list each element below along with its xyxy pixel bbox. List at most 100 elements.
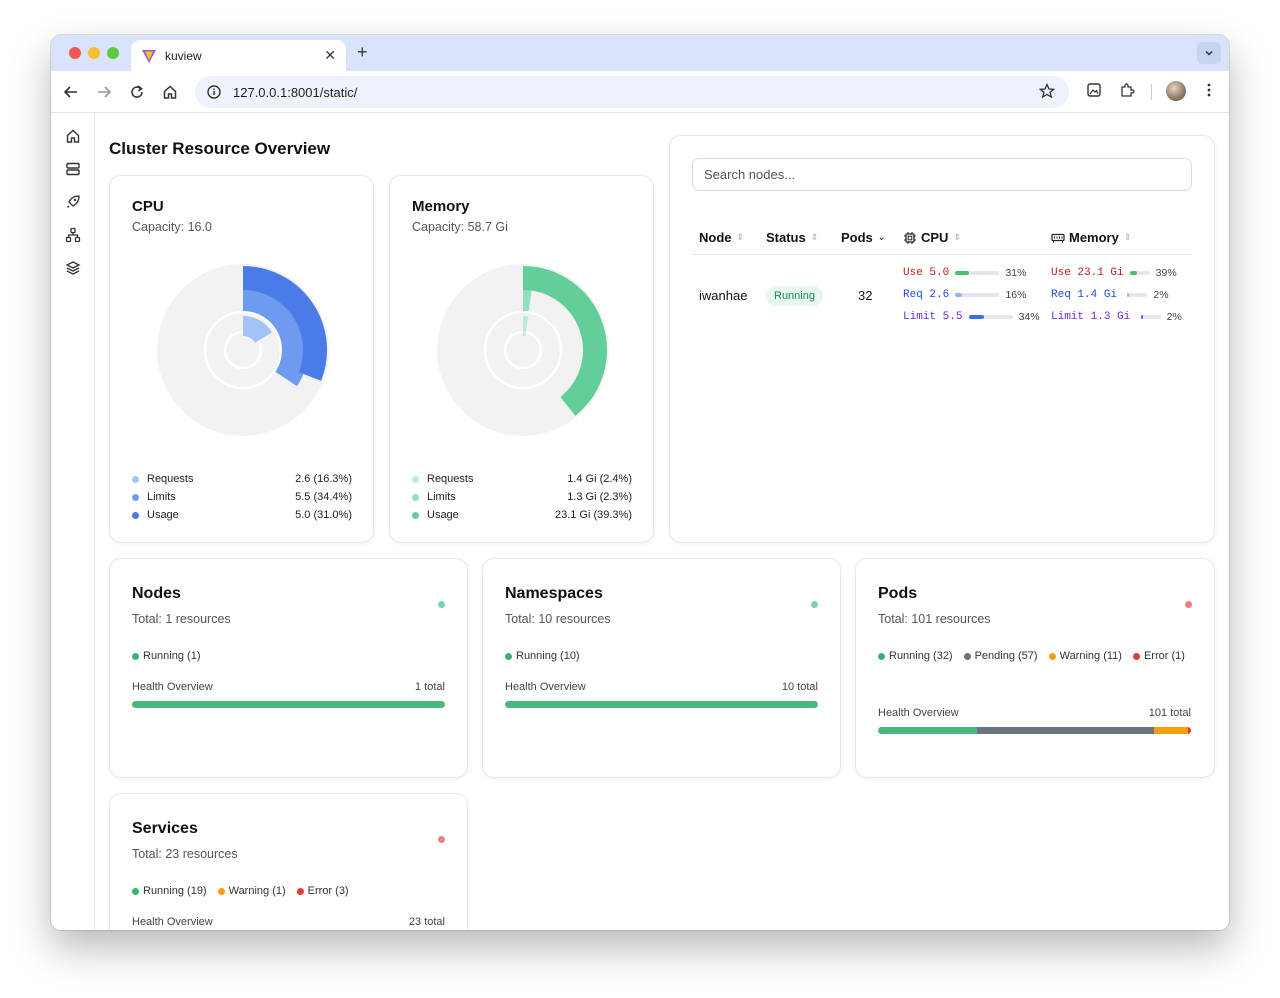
legend-label: Requests [427, 473, 474, 485]
status-indicator [438, 836, 445, 843]
new-tab-button[interactable]: + [357, 42, 368, 62]
cpu-card: CPU Capacity: 16.0 Requests 2.6 (16.3%) Li… [109, 175, 374, 543]
health-bar [505, 701, 818, 708]
sort-icon: ⇕ [810, 232, 819, 242]
column-header-node[interactable]: Node ⇕ [699, 230, 744, 245]
status-dot [132, 652, 139, 660]
sort-icon: ⇕ [1123, 232, 1132, 242]
status-chip: Running (32) [878, 649, 953, 663]
bookmark-star-icon[interactable] [1039, 83, 1055, 99]
metric-limit: Limit 1.3 Gi 2% [1051, 310, 1182, 324]
metric-label: Limit [1051, 311, 1085, 323]
rocket-icon[interactable] [65, 194, 81, 210]
memory-title: Memory [412, 198, 470, 215]
site-info-icon[interactable] [207, 85, 221, 99]
status-chip: Error (3) [296, 884, 349, 898]
health-bar-segment [505, 701, 818, 708]
legend-item-limits: Limits 1.3 Gi (2.3%) [412, 488, 632, 506]
cpu-usage-arc[interactable] [242, 266, 327, 381]
health-total: 23 total [408, 916, 445, 928]
chip-label: Warning (1) [228, 885, 286, 897]
namespaces-summary-card: Namespaces Total: 10 resources Running (… [482, 558, 841, 778]
table-header-divider [692, 254, 1192, 255]
legend-dot [412, 475, 419, 483]
reload-button[interactable] [127, 82, 147, 102]
home-icon [163, 85, 177, 99]
home-button[interactable] [160, 82, 180, 102]
address-bar[interactable]: 127.0.0.1:8001/static/ [195, 76, 1069, 108]
chip-label: Running (32) [889, 650, 953, 662]
cpu-chip-icon [904, 231, 916, 244]
side-navigation [51, 114, 95, 930]
card-title: Namespaces [505, 585, 603, 602]
status-dot [505, 652, 512, 660]
close-window-button[interactable] [69, 47, 81, 59]
memory-usage-arc[interactable] [522, 266, 607, 416]
toolbar-divider [1151, 84, 1152, 100]
tab-search-button[interactable] [1197, 42, 1221, 64]
image-edit-icon[interactable] [1086, 82, 1102, 98]
browser-tab[interactable]: kuview ✕ [131, 40, 346, 71]
chip-label: Error (3) [307, 885, 349, 897]
health-total: 101 total [1148, 707, 1191, 719]
memory-radial-chart [437, 264, 609, 436]
cpu-requests-arc[interactable] [242, 316, 273, 344]
status-chip: Running (1) [132, 649, 200, 663]
nodes-table-card: Node ⇕ Status ⇕ Pods ⌄ CPU ⇕ Memory ⇕ iwanhae… [669, 135, 1215, 543]
status-dot [132, 887, 139, 895]
maximize-window-button[interactable] [107, 47, 119, 59]
health-overview-header: Health Overview 101 total [878, 707, 1191, 719]
extensions-icon[interactable] [1119, 82, 1135, 98]
close-tab-icon[interactable]: ✕ [324, 47, 336, 63]
column-label: CPU [921, 230, 949, 245]
legend-dot [412, 493, 419, 501]
status-indicator [1185, 601, 1192, 608]
memory-card: Memory Capacity: 58.7 Gi Requests 1.4 Gi … [389, 175, 654, 543]
column-header-memory[interactable]: Memory ⇕ [1051, 230, 1131, 245]
arrow-left-icon [63, 86, 77, 98]
server-icon[interactable] [65, 161, 81, 177]
network-icon[interactable] [65, 227, 81, 243]
health-bar [132, 701, 445, 708]
health-bar-segment [977, 727, 1154, 734]
chip-label: Running (19) [143, 885, 207, 897]
url-text[interactable]: 127.0.0.1:8001/static/ [233, 84, 358, 100]
search-nodes-input[interactable] [692, 158, 1192, 191]
memory-ring-divider [503, 330, 543, 370]
metric-value: 5.5 [942, 311, 963, 323]
metric-bar [1127, 293, 1148, 297]
back-button[interactable] [61, 82, 81, 102]
status-chips: Running (19) Warning (1) Error (3) [132, 884, 452, 898]
page-content: Cluster Resource Overview CPU Capacity: … [51, 114, 1229, 930]
column-label: Status [766, 230, 806, 245]
legend-item-requests: Requests 1.4 Gi (2.4%) [412, 470, 632, 488]
legend-label: Limits [427, 491, 456, 503]
legend-dot [132, 493, 139, 501]
page-title: Cluster Resource Overview [109, 139, 331, 158]
profile-avatar[interactable] [1166, 81, 1186, 101]
metric-percent: 31% [1005, 267, 1027, 279]
layers-icon[interactable] [65, 260, 81, 276]
health-total: 10 total [781, 681, 818, 693]
more-menu-icon[interactable] [1201, 82, 1217, 98]
chip-label: Running (1) [143, 650, 201, 662]
health-bar-segment [1187, 727, 1191, 734]
column-header-cpu[interactable]: CPU ⇕ [903, 230, 961, 245]
minimize-window-button[interactable] [88, 47, 100, 59]
chip-label: Running (10) [516, 650, 580, 662]
node-name[interactable]: iwanhae [699, 288, 748, 303]
column-header-status[interactable]: Status ⇕ [766, 230, 818, 245]
metric-bar-fill [1140, 315, 1143, 319]
legend-value: 1.4 Gi (2.4%) [567, 473, 632, 485]
health-bar-segment [132, 701, 445, 708]
status-chips: Running (32) Pending (57) Warning (11) Erro… [878, 649, 1198, 663]
column-header-pods[interactable]: Pods ⌄ [841, 230, 885, 245]
total-count: Total: 10 resources [505, 612, 611, 626]
memory-limits-arc[interactable] [522, 285, 533, 312]
card-title: Services [132, 820, 198, 837]
cpu-limits-arc[interactable] [242, 285, 308, 387]
legend-label: Requests [147, 473, 194, 485]
home-icon[interactable] [65, 128, 81, 144]
legend-item-requests: Requests 2.6 (16.3%) [132, 470, 352, 488]
forward-button[interactable] [94, 82, 114, 102]
